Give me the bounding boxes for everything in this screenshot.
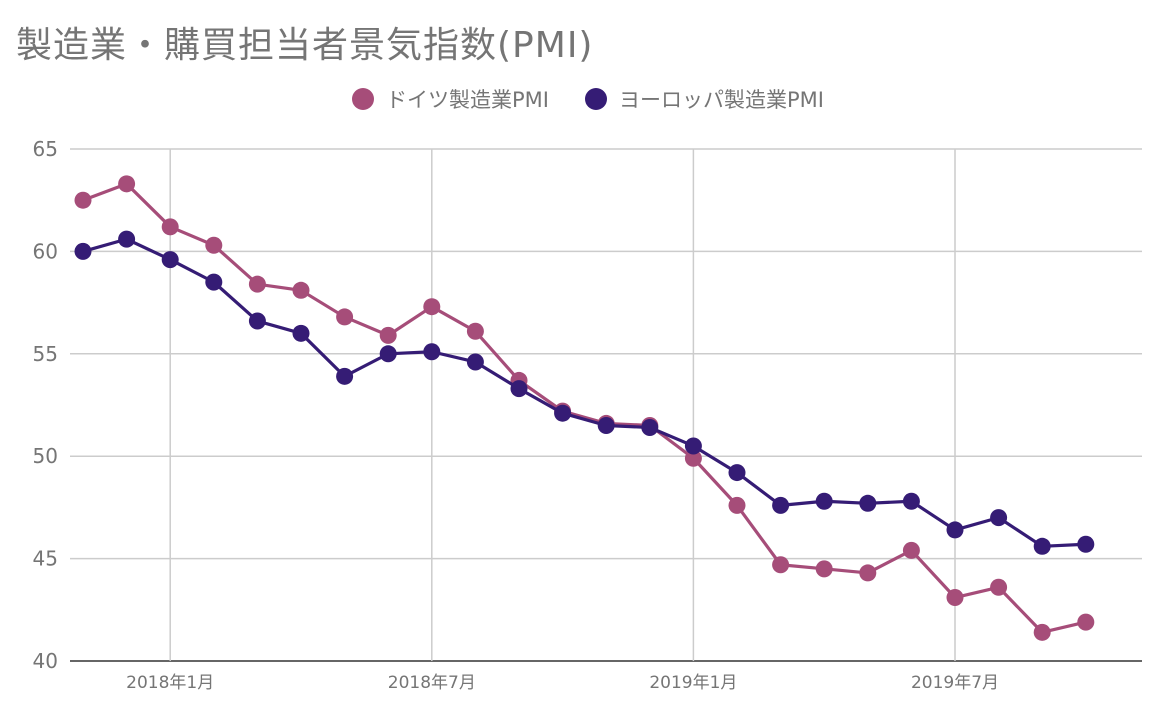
series-0-point-2019-05 xyxy=(859,564,877,582)
series-1-point-2019-07 xyxy=(946,521,964,539)
series-1-point-2018-09 xyxy=(510,380,528,398)
series-1-point-2018-07 xyxy=(423,343,441,361)
series-0-point-2019-01 xyxy=(684,449,702,467)
series-0-point-2017-11 xyxy=(74,191,92,209)
legend: ドイツ製造業PMI ヨーロッパ製造業PMI xyxy=(0,84,1176,114)
y-tick-label-45: 45 xyxy=(33,547,58,571)
series-0-point-2019-06 xyxy=(902,541,920,559)
legend-item-europe: ヨーロッパ製造業PMI xyxy=(585,84,824,114)
legend-label-germany: ドイツ製造業PMI xyxy=(386,88,549,112)
series-1-point-2018-02 xyxy=(205,273,223,291)
series-1-point-2018-10 xyxy=(554,404,572,422)
legend-item-germany: ドイツ製造業PMI xyxy=(352,84,549,114)
legend-label-europe: ヨーロッパ製造業PMI xyxy=(619,88,824,112)
series-0-point-2019-10 xyxy=(1077,613,1095,631)
legend-marker-europe xyxy=(585,88,607,110)
series-0-point-2019-09 xyxy=(1033,623,1051,641)
series-1-point-2019-08 xyxy=(990,509,1008,527)
x-tick-label-2019-01: 2019年1月 xyxy=(649,673,737,693)
series-1-point-2018-12 xyxy=(641,419,659,437)
series-0-point-2018-02 xyxy=(205,236,223,254)
series-1-point-2017-11 xyxy=(74,242,92,260)
series-1-point-2018-06 xyxy=(379,345,397,363)
series-0-point-2018-03 xyxy=(248,275,266,293)
series-1-point-2018-05 xyxy=(336,367,354,385)
x-tick-label-2018-01: 2018年1月 xyxy=(126,673,214,693)
series-1-point-2018-08 xyxy=(466,353,484,371)
series-0-point-2017-12 xyxy=(118,175,136,193)
series-1-point-2018-04 xyxy=(292,324,310,342)
series-line-0 xyxy=(82,182,1087,634)
series-0-point-2018-06 xyxy=(379,326,397,344)
series-1-point-2017-12 xyxy=(118,230,136,248)
series-0-point-2019-07 xyxy=(946,589,964,607)
series-1-point-2019-05 xyxy=(859,494,877,512)
series-0-point-2018-07 xyxy=(423,298,441,316)
x-tick-label-2019-07: 2019年7月 xyxy=(911,673,999,693)
y-tick-label-50: 50 xyxy=(33,444,58,468)
series-1-point-2018-03 xyxy=(248,312,266,330)
series-0-point-2019-04 xyxy=(815,560,833,578)
series-0-point-2019-08 xyxy=(990,578,1008,596)
series-1-point-2019-10 xyxy=(1077,535,1095,553)
series-0-point-2019-03 xyxy=(772,556,790,574)
y-tick-label-65: 65 xyxy=(33,137,58,161)
series-1-point-2019-04 xyxy=(815,492,833,510)
series-1-point-2018-01 xyxy=(161,251,179,269)
y-tick-label-55: 55 xyxy=(33,342,58,366)
series-1-point-2019-02 xyxy=(728,464,746,482)
y-tick-label-60: 60 xyxy=(33,239,58,263)
series-0-point-2018-04 xyxy=(292,281,310,299)
x-tick-label-2018-07: 2018年7月 xyxy=(388,673,476,693)
series-1-point-2019-09 xyxy=(1033,537,1051,555)
y-tick-label-40: 40 xyxy=(33,649,58,673)
chart-title: 製造業・購買担当者景気指数(PMI) xyxy=(16,25,594,66)
legend-marker-germany xyxy=(352,88,375,110)
series-0-point-2018-01 xyxy=(161,218,179,236)
series-1-point-2019-03 xyxy=(772,496,790,514)
series-1-point-2018-11 xyxy=(597,416,615,434)
series-0-point-2018-08 xyxy=(466,322,484,340)
series-1-point-2019-01 xyxy=(684,437,702,455)
series-0-point-2019-02 xyxy=(728,496,746,514)
series-1-point-2019-06 xyxy=(902,492,920,510)
series-line-1 xyxy=(82,237,1086,548)
series-0-point-2018-05 xyxy=(336,308,354,326)
